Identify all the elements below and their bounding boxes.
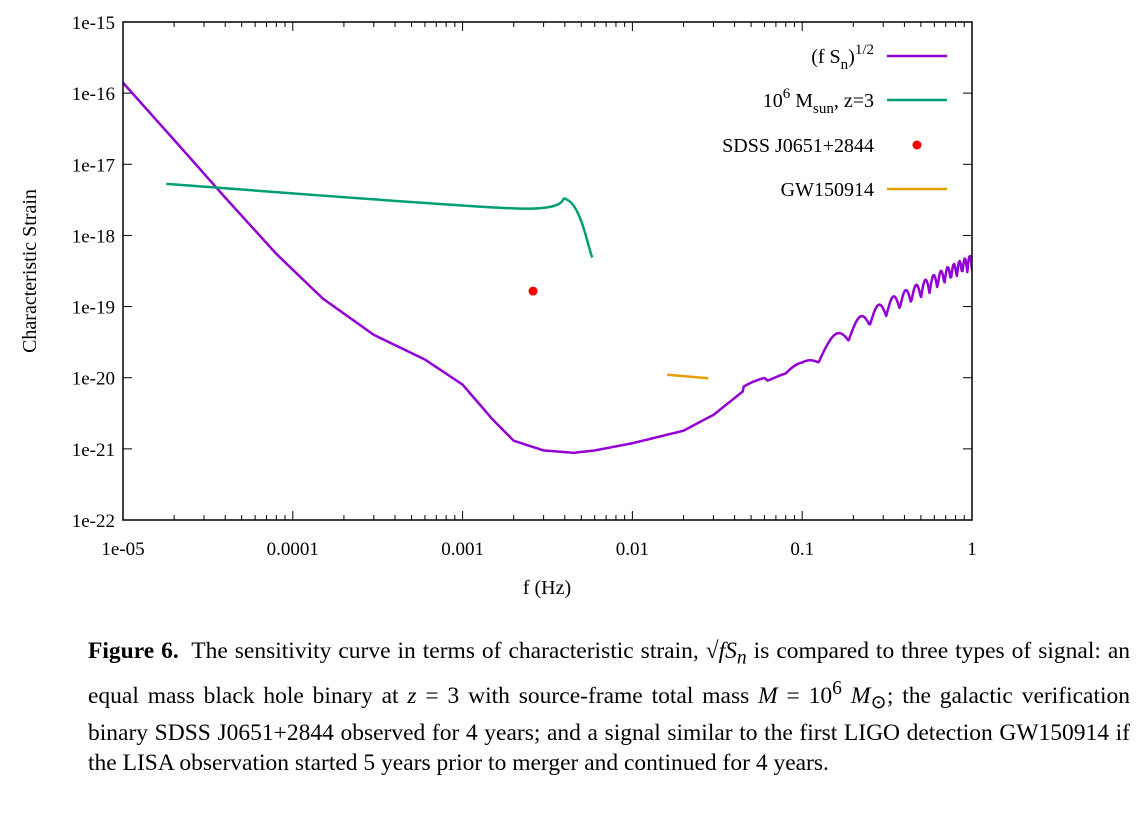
y-tick-label: 1e-22 — [72, 511, 115, 532]
y-tick-label: 1e-16 — [72, 84, 115, 105]
legend: (f Sn)1/2 106 Msun, z=3 SDSS J0651+2844 GW1… — [722, 42, 947, 201]
x-axis-label: f (Hz) — [523, 577, 571, 599]
x-tick-label: 0.01 — [616, 539, 649, 560]
chart: 1e-05 0.0001 0.001 0.01 0.1 1 1e-22 1e-21 1e-20 1… — [19, 13, 977, 599]
tick-labels: 1e-05 0.0001 0.001 0.01 0.1 1 1e-22 1e-21 1e-20 1… — [72, 13, 977, 560]
legend-label-1: 106 Msun, z=3 — [763, 86, 874, 117]
y-tick-label: 1e-19 — [72, 298, 115, 319]
x-tick-label: 1e-05 — [101, 539, 144, 560]
caption-text-1: The sensitivity curve in terms of charac… — [191, 638, 706, 664]
caption-text-2: is compared to three types of signal: an… — [88, 638, 1131, 709]
y-tick-label: 1e-17 — [72, 155, 115, 176]
caption-text-3: = 3 with source-frame total mass — [416, 682, 759, 709]
figure-label: Figure 6. — [88, 638, 179, 664]
y-axis-label: Characteristic Strain — [19, 189, 41, 353]
y-tick-label: 1e-21 — [72, 440, 115, 461]
caption-math-5: M — [850, 682, 871, 709]
caption-math-2: z — [407, 682, 417, 709]
legend-label-0: (f Sn)1/2 — [811, 42, 874, 73]
caption-math-3: M — [758, 682, 778, 709]
y-tick-label: 1e-15 — [72, 13, 115, 34]
series-layer — [123, 81, 972, 455]
x-tick-label: 1 — [967, 539, 977, 560]
series-2-point — [528, 286, 538, 296]
caption-math-4: 6 — [832, 677, 842, 699]
caption-text-4: = 10 — [777, 682, 833, 709]
series-3-line — [666, 373, 709, 380]
x-tick-label: 0.0001 — [267, 539, 319, 560]
axis-ticks — [122, 21, 973, 521]
figure-caption: Figure 6. The sensitivity curve in terms… — [88, 636, 1130, 778]
legend-label-2: SDSS J0651+2844 — [722, 135, 874, 157]
caption-text-5: ; the galactic verification binary SDSS … — [88, 682, 1131, 777]
series-1-line — [166, 182, 594, 258]
plot-frame — [122, 21, 973, 521]
legend-label-3: GW150914 — [781, 179, 874, 201]
legend-swatch-2 — [912, 140, 922, 150]
x-tick-label: 0.1 — [790, 539, 814, 560]
y-tick-label: 1e-20 — [72, 369, 115, 390]
caption-math-1: √fSn — [705, 638, 747, 669]
y-tick-label: 1e-18 — [72, 226, 115, 247]
caption-math-5-sub: ⊙ — [870, 692, 887, 714]
x-tick-label: 0.001 — [441, 539, 484, 560]
series-0-line — [123, 81, 972, 455]
